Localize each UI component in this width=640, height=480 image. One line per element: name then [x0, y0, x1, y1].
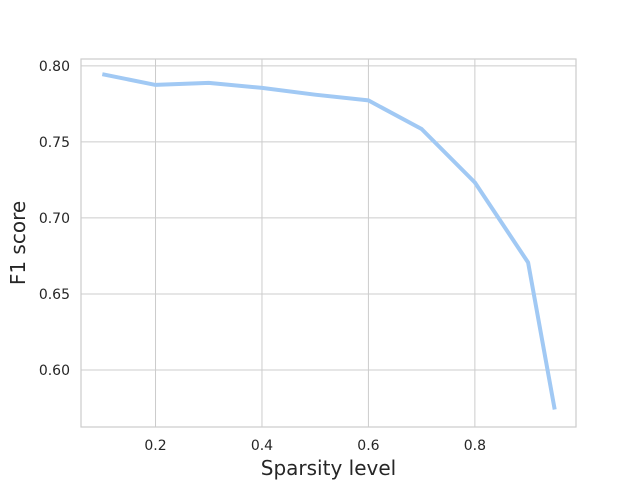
series-layer: [101, 72, 557, 410]
y-tick-label: 0.75: [39, 135, 70, 151]
x-tick-label: 0.4: [251, 438, 273, 454]
y-tick-label: 0.70: [39, 211, 70, 227]
y-axis-label: F1 score: [6, 201, 30, 285]
tick-labels: 0.2 0.4 0.6 0.8 0.60 0.65 0.70 0.75 0.80: [39, 59, 486, 454]
x-tick-label: 0.8: [464, 438, 486, 454]
y-tick-label: 0.80: [39, 59, 70, 75]
x-tick-label: 0.6: [357, 438, 379, 454]
grid: [81, 59, 576, 427]
x-axis-label: Sparsity level: [261, 456, 396, 480]
y-tick-label: 0.65: [39, 287, 70, 303]
plot-frame: [80, 58, 577, 428]
x-tick-label: 0.2: [144, 438, 166, 454]
series-line: [101, 72, 557, 410]
y-tick-label: 0.60: [39, 363, 70, 379]
